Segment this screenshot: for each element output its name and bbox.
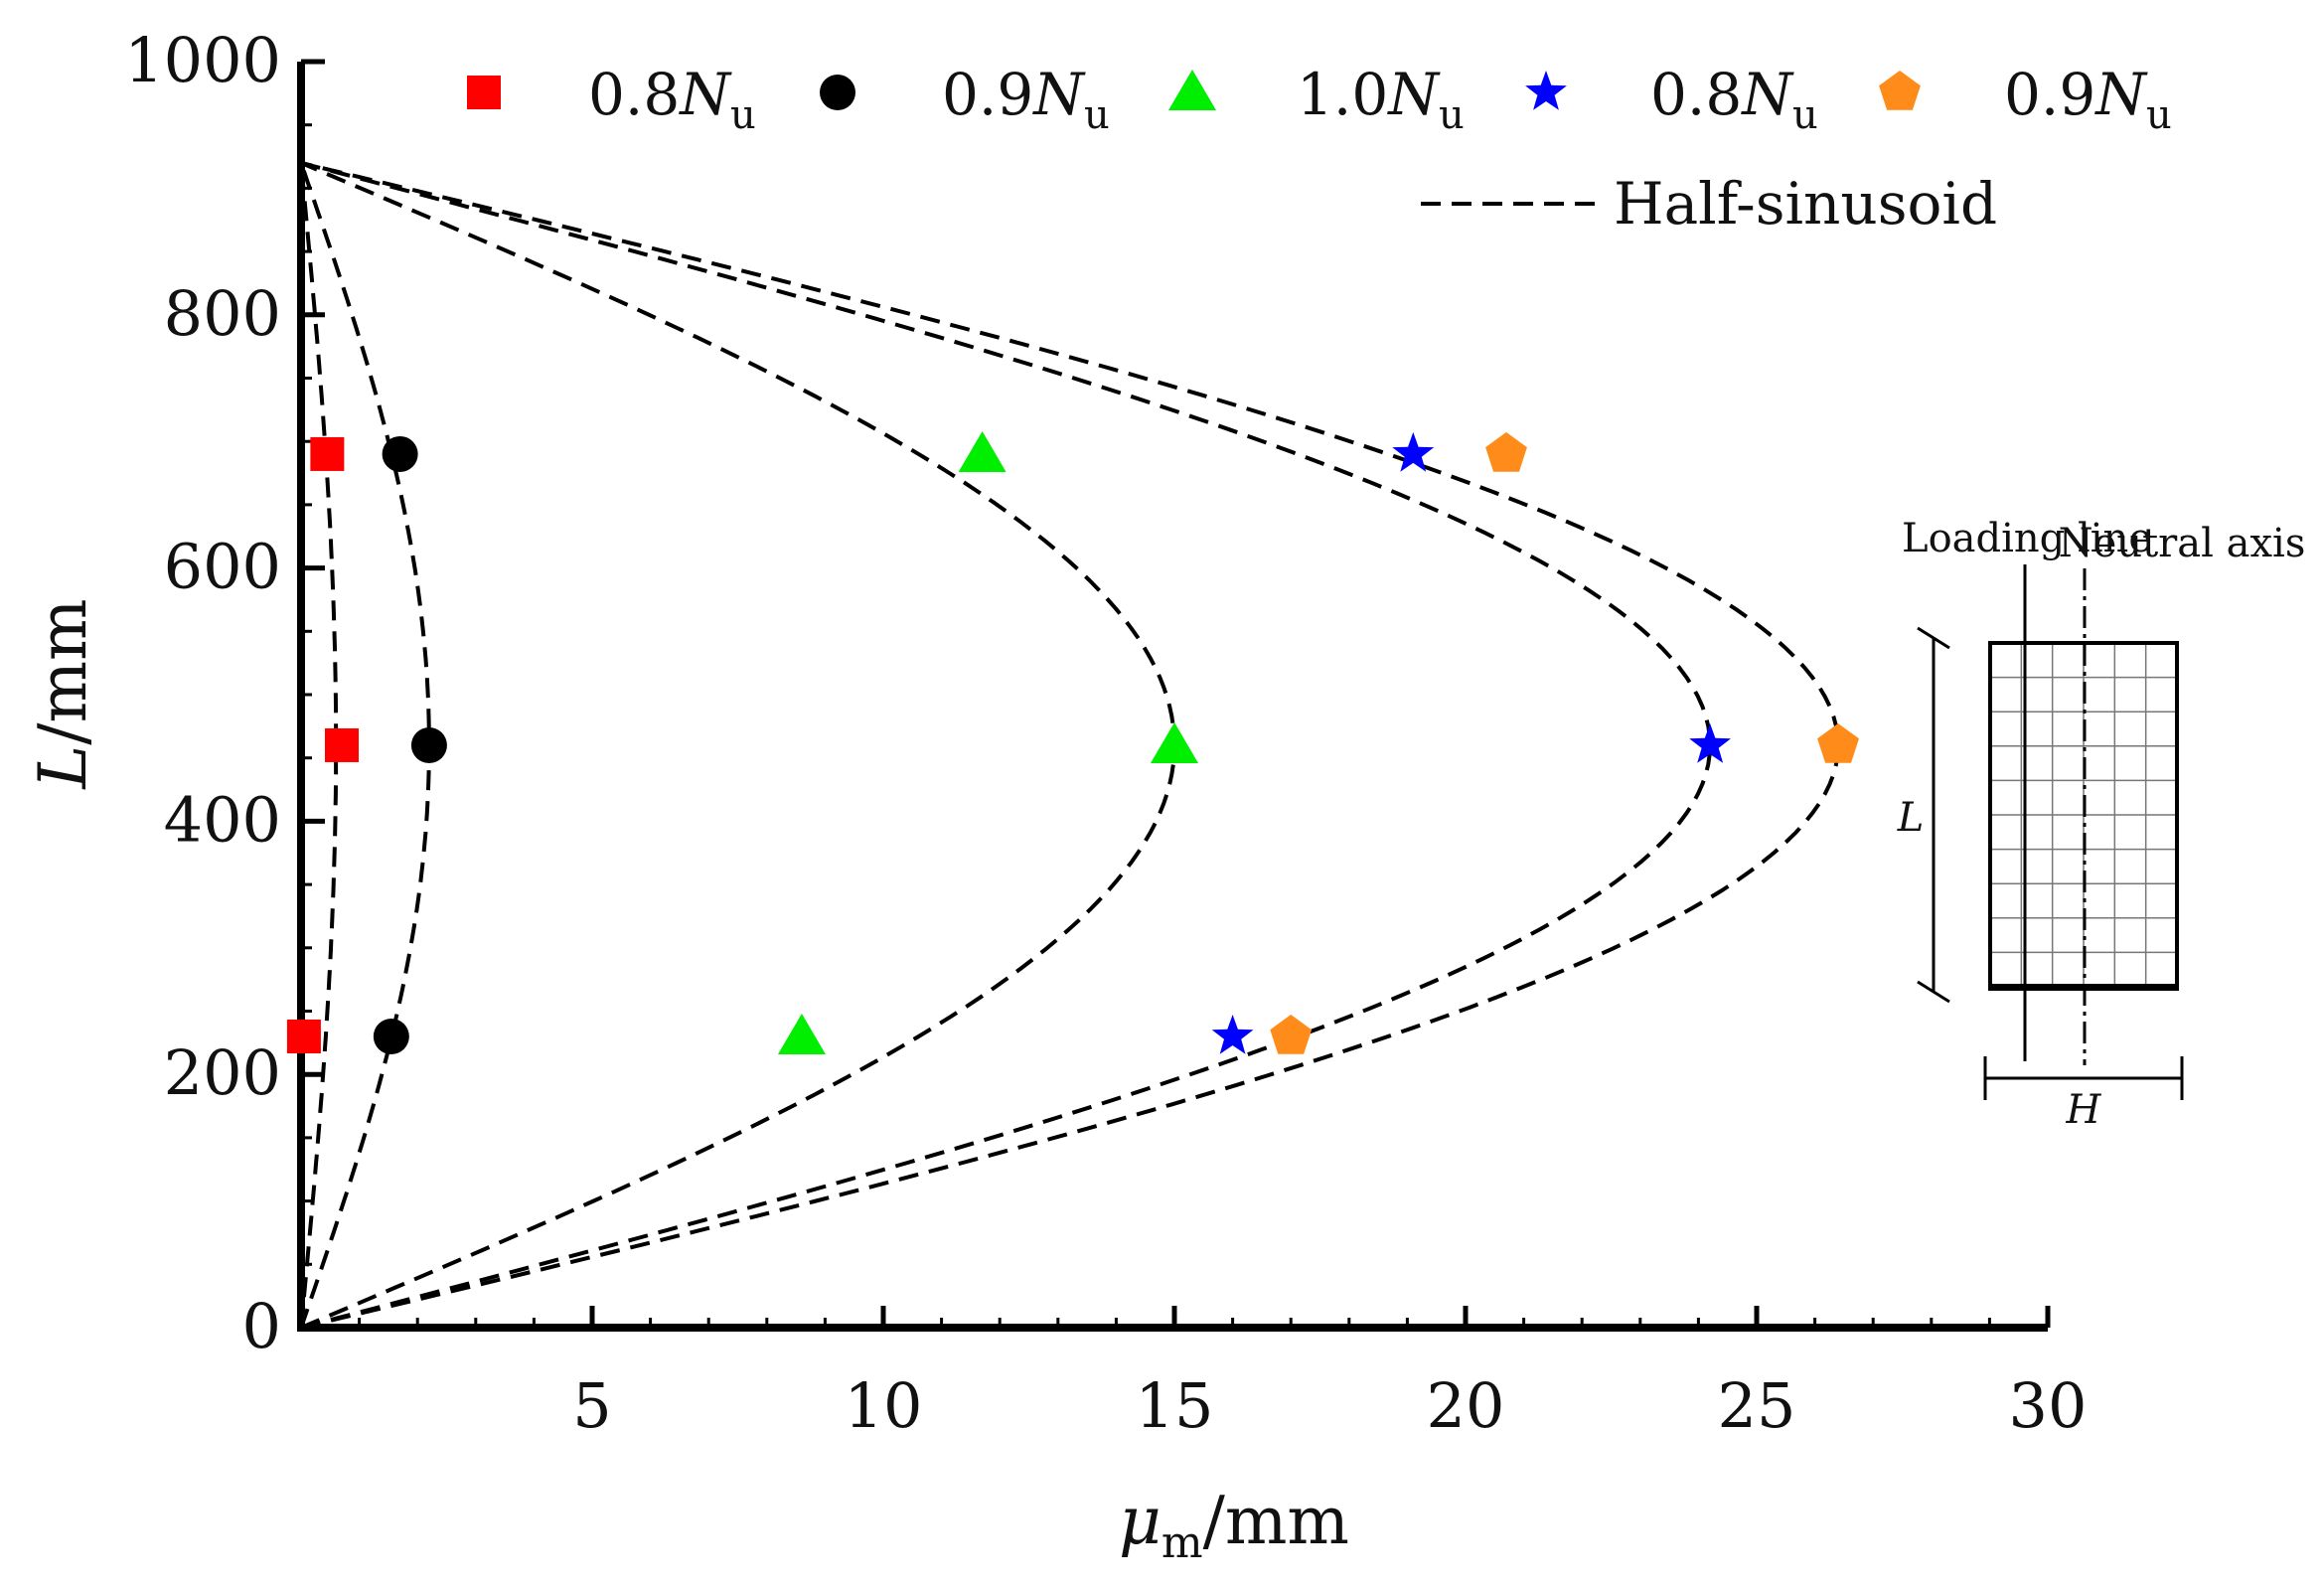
legend-marker-square <box>467 76 501 109</box>
column-inset-diagram: Loading line Neutral axis L H <box>1897 516 2306 1133</box>
legend-marker-triangle <box>1168 70 1216 110</box>
legend-marker-pentagon <box>1879 71 1921 110</box>
x-tick-label: 5 <box>572 1369 611 1442</box>
data-point-pentagon <box>1270 1015 1313 1054</box>
x-tick-label: 30 <box>2009 1369 2088 1442</box>
legend-label: 0.9Nu <box>2004 61 2172 138</box>
data-point-triangle <box>958 430 1007 472</box>
x-tick-label: 15 <box>1136 1369 1214 1442</box>
length-label: L <box>1897 795 1925 841</box>
data-point-triangle <box>777 1013 826 1054</box>
data-point-circle <box>382 435 418 472</box>
legend-label: 0.8Nu <box>588 61 756 138</box>
y-tick-label: 600 <box>164 531 281 603</box>
half-sinusoid-curve <box>299 162 431 1329</box>
data-point-square <box>310 436 345 471</box>
x-tick-label: 25 <box>1718 1369 1796 1442</box>
neutral-axis-label: Neutral axis <box>2059 521 2306 566</box>
y-tick-label: 200 <box>164 1036 281 1109</box>
length-dimension-top-tick <box>1917 626 1950 650</box>
legend-marker-circle <box>820 75 855 110</box>
x-tick-label: 10 <box>845 1369 923 1442</box>
y-tick-label: 0 <box>242 1290 281 1362</box>
axes <box>297 62 2048 1332</box>
y-tick-label: 400 <box>164 783 281 856</box>
half-sinusoid-curve <box>299 162 339 1329</box>
data-point-pentagon <box>1485 431 1527 472</box>
legend-label: 0.8Nu <box>1650 61 1818 138</box>
data-point-pentagon <box>1817 723 1859 763</box>
length-dimension-bottom-tick <box>1917 980 1950 1004</box>
y-tick-label: 800 <box>164 277 281 350</box>
data-point-star <box>1689 723 1731 763</box>
data-point-triangle <box>1151 721 1198 763</box>
data-point-circle <box>410 726 447 763</box>
data-markers <box>286 430 1859 1054</box>
legend-label: 0.9Nu <box>942 61 1110 138</box>
legend-marker-star <box>1525 71 1567 110</box>
height-label: H <box>2066 1087 2102 1133</box>
legend-label: 1.0Nu <box>1297 61 1465 138</box>
half-sinusoid-curves <box>299 160 1841 1330</box>
y-tick-label: 1000 <box>124 24 281 96</box>
data-point-star <box>1211 1015 1254 1054</box>
legend-label-half-sinusoid: Half-sinusoid <box>1614 170 1997 238</box>
loading-line-label: Loading line <box>1902 516 2152 561</box>
data-point-square <box>286 1019 321 1053</box>
x-axis-title: μm/mm <box>1119 1483 1349 1568</box>
data-point-star <box>1392 431 1435 472</box>
ticks: 5 10 15 20 25 30 0 200 400 600 800 1000 <box>124 24 2087 1442</box>
data-point-circle <box>373 1018 409 1054</box>
x-tick-label: 20 <box>1427 1369 1505 1442</box>
data-point-square <box>325 727 360 762</box>
y-axis-title: L/mm <box>25 598 101 789</box>
half-sinusoid-curve <box>300 160 1841 1330</box>
